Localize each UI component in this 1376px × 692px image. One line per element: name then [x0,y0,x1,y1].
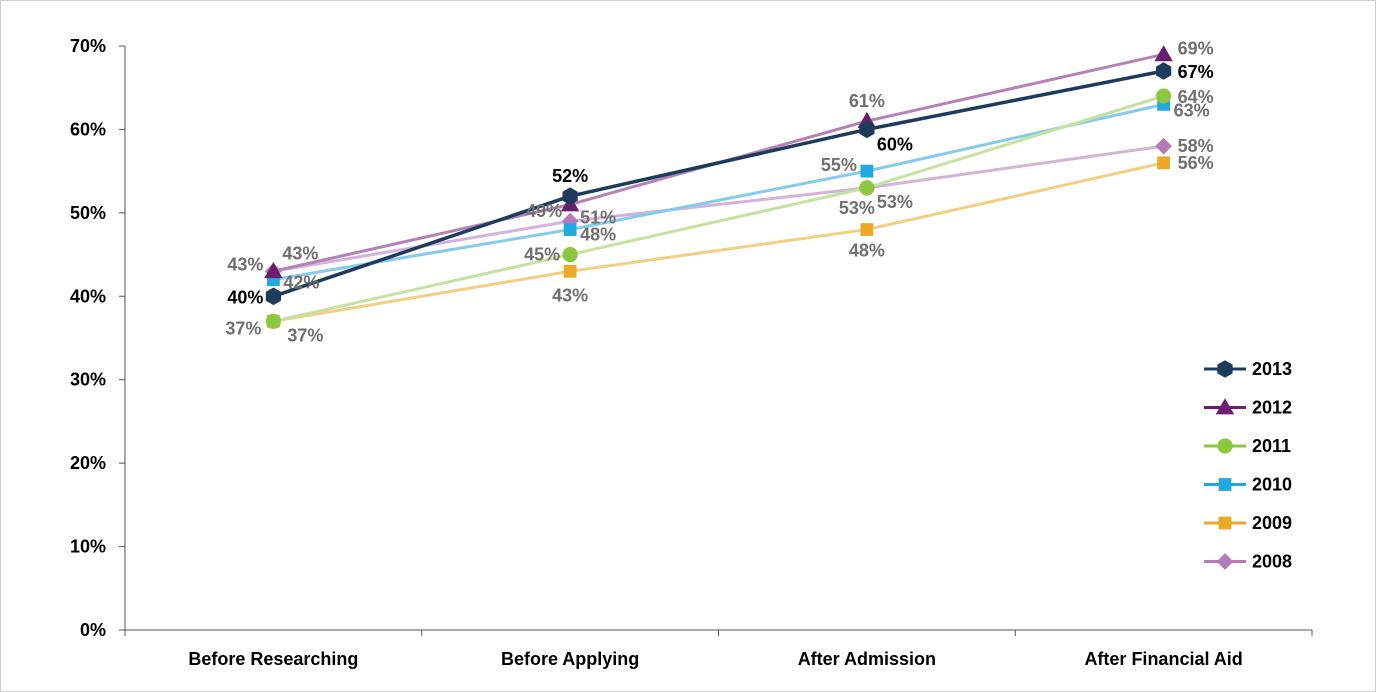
data-point-2012 [1154,45,1173,62]
data-point-2013 [1156,62,1172,80]
data-label-2011: 45% [524,245,560,265]
data-label-2009: 43% [552,285,588,305]
data-label-2012: 69% [1178,38,1214,58]
series-line-2010 [273,102,1164,282]
legend-label-2008: 2008 [1252,552,1292,572]
data-point-2010 [860,164,874,178]
data-point-2013 [859,120,875,139]
series-line-2009 [273,161,1164,323]
legend-marker-2013 [1217,360,1233,378]
data-label-2008: 43% [227,254,263,274]
data-label-2008: 49% [526,201,562,221]
data-point-2011 [859,180,875,196]
y-tick-label: 60% [70,119,106,139]
data-point-2008 [561,212,579,230]
data-point-2011 [1156,88,1172,104]
data-point-2009 [1157,156,1171,170]
data-label-2010: 42% [283,273,319,293]
legend-marker-2010 [1218,478,1232,491]
x-tick-label: After Financial Aid [1084,649,1242,669]
y-tick-label: 40% [70,286,106,306]
x-tick-label: Before Researching [188,649,358,669]
data-label-2011: 53% [877,192,913,212]
data-label-2010: 63% [1174,100,1210,120]
y-tick-label: 30% [70,370,106,390]
data-point-2009 [860,223,874,236]
data-label-2008: 53% [839,198,875,218]
x-tick-label: After Admission [798,649,936,669]
series-line-2013 [272,69,1164,298]
data-point-2011 [562,246,578,263]
series-line-2011 [273,94,1165,323]
data-point-2013 [265,287,281,306]
data-label-2012: 43% [282,243,318,263]
legend-label-2012: 2012 [1252,398,1292,418]
data-label-2009: 48% [849,241,885,261]
data-label-2010: 48% [580,225,616,245]
x-tick-label: Before Applying [501,649,639,669]
legend-label-2011: 2011 [1252,436,1291,456]
data-label-2013: 67% [1178,62,1214,82]
y-tick-label: 10% [70,537,106,557]
legend-label-2013: 2013 [1252,359,1292,379]
y-tick-label: 20% [70,453,106,473]
data-label-2011: 37% [287,325,323,345]
y-tick-label: 0% [80,620,106,640]
data-point-2009 [563,264,577,278]
legend-label-2010: 2010 [1252,475,1292,495]
data-label-2012: 61% [849,91,885,111]
legend-marker-2012 [1215,398,1235,415]
data-point-2008 [1155,137,1173,155]
data-point-2013 [562,187,578,205]
legend-marker-2008 [1216,553,1234,570]
y-tick-label: 70% [70,36,106,56]
data-label-2009: 37% [225,318,261,338]
data-label-2009: 56% [1178,153,1214,173]
data-point-2011 [265,313,281,329]
y-tick-label: 50% [70,203,106,223]
data-label-2008: 58% [1178,136,1214,156]
data-point-2010 [563,223,577,236]
data-point-2012 [264,262,283,279]
legend-marker-2009 [1218,516,1232,530]
data-label-2012: 51% [580,208,616,228]
data-label-2010: 55% [821,155,857,175]
legend-label-2009: 2009 [1252,513,1292,533]
legend-marker-2011 [1217,438,1233,454]
data-label-2013: 40% [227,287,263,307]
data-label-2013: 60% [877,134,913,154]
data-label-2013: 52% [552,166,588,186]
data-label-2011: 64% [1178,87,1214,107]
